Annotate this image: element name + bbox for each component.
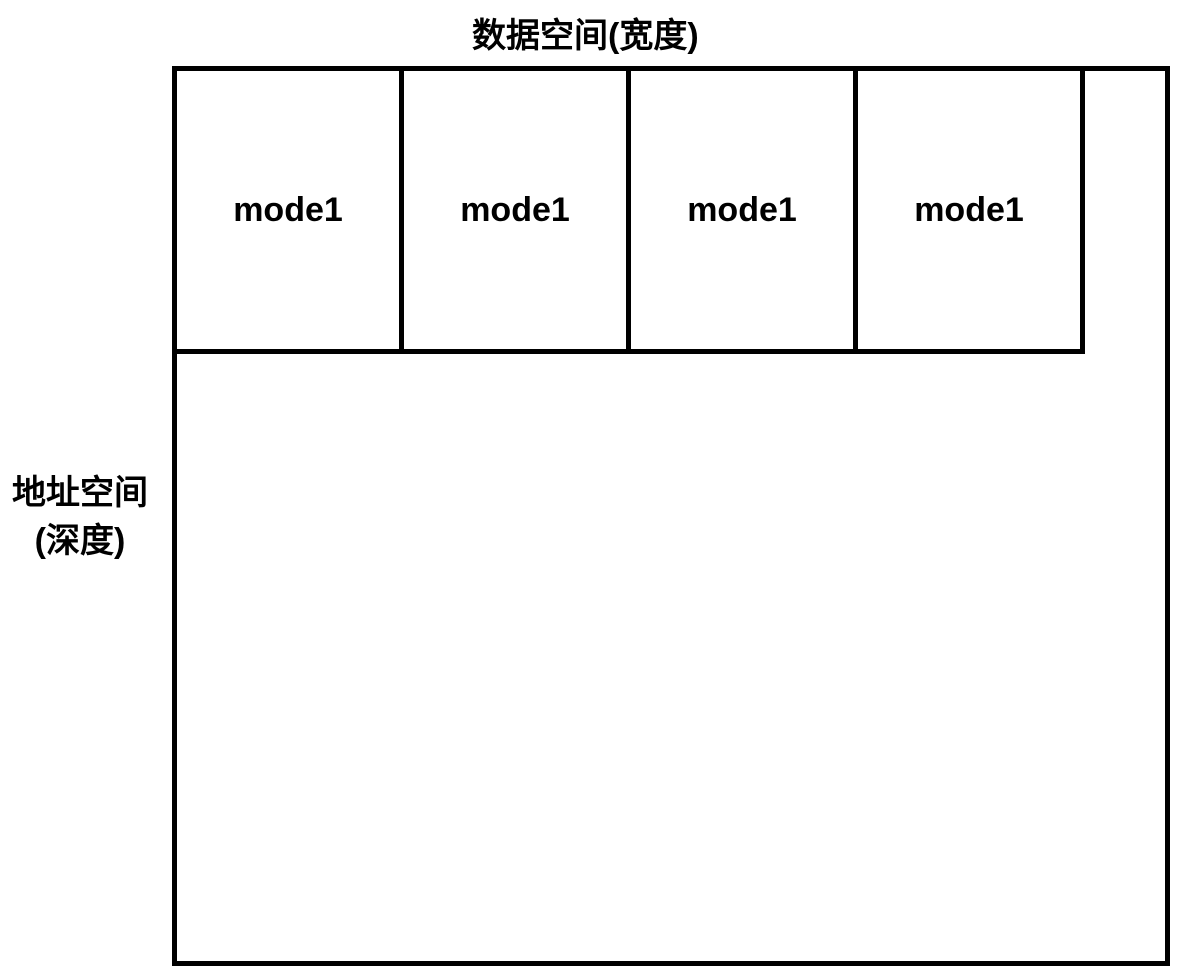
mode-cell-label: mode1 (460, 191, 570, 230)
mode-cell-2: mode1 (626, 66, 858, 354)
mode-cell-label: mode1 (914, 191, 1024, 230)
mode-cell-0: mode1 (172, 66, 404, 354)
mode-cell-3: mode1 (853, 66, 1085, 354)
left-axis-label-line1: 地址空间 (12, 470, 148, 518)
left-axis-label-line2: (深度) (12, 518, 148, 566)
top-axis-label: 数据空间(宽度) (472, 8, 699, 57)
mode-cell-1: mode1 (399, 66, 631, 354)
left-axis-label: 地址空间 (深度) (12, 470, 148, 565)
mode-cell-label: mode1 (687, 191, 797, 230)
mode-cell-label: mode1 (233, 191, 343, 230)
